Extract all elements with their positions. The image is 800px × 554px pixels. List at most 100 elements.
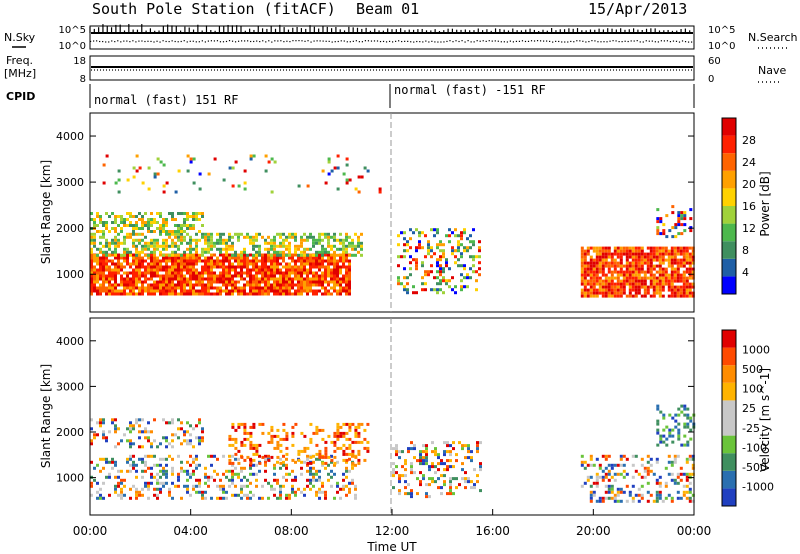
heatmap-cell <box>637 258 641 262</box>
heatmap-cell <box>631 285 635 289</box>
heatmap-cell <box>670 285 674 289</box>
heatmap-cell <box>198 277 201 281</box>
heatmap-cell <box>610 258 614 262</box>
heatmap-cell <box>144 481 147 485</box>
heatmap-cell <box>240 274 243 278</box>
heatmap-cell <box>138 256 141 260</box>
heatmap-cell <box>126 212 129 215</box>
heatmap-cell <box>204 241 207 245</box>
heatmap-cell <box>628 493 632 497</box>
heatmap-cell <box>144 280 147 284</box>
heatmap-cell <box>114 250 117 254</box>
heatmap-cell <box>601 469 605 473</box>
heatmap-cell <box>667 273 671 277</box>
heatmap-cell <box>198 490 201 494</box>
heatmap-cell <box>634 469 638 473</box>
heatmap-cell <box>156 256 159 260</box>
heatmap-cell <box>592 279 596 283</box>
heatmap-cell <box>270 274 273 278</box>
heatmap-cell <box>342 286 345 290</box>
heatmap-cell <box>279 280 282 284</box>
heatmap-cell <box>138 292 141 296</box>
heatmap-cell <box>339 431 343 435</box>
heatmap-cell <box>138 265 141 269</box>
heatmap-cell <box>589 463 593 467</box>
heatmap-cell <box>177 286 180 290</box>
heatmap-cell <box>327 253 330 257</box>
heatmap-cell <box>186 469 189 473</box>
heatmap-cell <box>312 253 315 257</box>
heatmap-cell <box>433 234 436 238</box>
heatmap-cell <box>312 265 315 269</box>
heatmap-cell <box>467 477 470 481</box>
heatmap-cell <box>664 466 668 470</box>
heatmap-cell <box>589 282 593 286</box>
heatmap-cell <box>93 280 96 284</box>
heatmap-cell <box>409 273 412 277</box>
heatmap-cell <box>601 252 605 256</box>
heatmap-cell <box>219 286 222 290</box>
cpid-segment-2: normal (fast) -151 RF <box>394 83 546 97</box>
heatmap-cell <box>132 292 135 296</box>
heatmap-cell <box>580 282 584 286</box>
heatmap-cell <box>150 466 153 470</box>
heatmap-cell <box>282 241 285 245</box>
heatmap-cell <box>598 496 602 500</box>
heatmap-cell <box>363 458 367 462</box>
heatmap-cell <box>610 463 614 467</box>
heatmap-cell <box>183 283 186 287</box>
heatmap-cell <box>336 280 339 284</box>
heatmap-cell <box>655 457 659 461</box>
heatmap-cell <box>601 270 605 274</box>
heatmap-cell <box>449 477 452 481</box>
heatmap-cell <box>643 475 647 479</box>
heatmap-cell <box>282 463 285 467</box>
heatmap-cell <box>123 271 126 275</box>
heatmap-cell <box>123 283 126 287</box>
heatmap-cell <box>658 285 662 289</box>
heatmap-cell <box>583 252 587 256</box>
heatmap-cell <box>186 218 189 221</box>
heatmap-cell <box>144 212 147 215</box>
heatmap-cell <box>165 283 168 287</box>
velocity-xtick-label: 00:00 <box>677 524 712 538</box>
heatmap-cell <box>321 481 324 485</box>
heatmap-cell <box>123 484 126 488</box>
heatmap-cell <box>228 259 231 263</box>
heatmap-cell <box>222 232 225 236</box>
heatmap-cell <box>309 437 313 441</box>
heatmap-cell <box>442 279 445 283</box>
heatmap-cell <box>619 457 623 461</box>
heatmap-cell <box>165 247 168 251</box>
heatmap-cell <box>192 457 195 461</box>
heatmap-cell <box>273 289 276 293</box>
heatmap-cell <box>288 283 291 287</box>
heatmap-cell <box>285 283 288 287</box>
heatmap-cell <box>610 475 614 479</box>
heatmap-cell <box>300 472 303 476</box>
heatmap-cell <box>123 265 126 269</box>
heatmap-cell <box>90 427 93 431</box>
heatmap-cell <box>111 418 114 422</box>
heatmap-cell <box>676 496 680 500</box>
heatmap-cell <box>240 253 243 257</box>
heatmap-cell <box>258 289 261 293</box>
heatmap-cell <box>601 255 605 259</box>
heatmap-cell <box>249 259 252 263</box>
heatmap-cell <box>114 181 118 185</box>
heatmap-cell <box>288 286 291 290</box>
heatmap-cell <box>404 468 407 472</box>
nsearch-point <box>111 40 113 42</box>
heatmap-cell <box>348 271 351 275</box>
heatmap-cell <box>114 490 117 494</box>
heatmap-cell <box>634 264 638 268</box>
heatmap-cell <box>607 472 611 476</box>
heatmap-cell <box>162 274 165 278</box>
heatmap-cell <box>210 274 213 278</box>
heatmap-cell <box>665 437 669 441</box>
heatmap-cell <box>246 274 249 278</box>
heatmap-cell <box>153 439 156 443</box>
heatmap-cell <box>231 289 234 293</box>
heatmap-cell <box>162 190 166 194</box>
heatmap-cell <box>210 496 213 500</box>
